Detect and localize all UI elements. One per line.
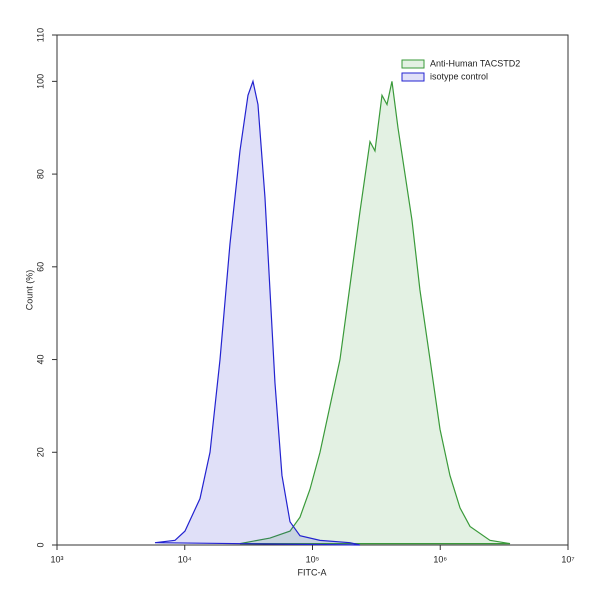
legend-swatch (401, 59, 425, 69)
x-tick-label: 10³ (50, 554, 63, 564)
series-area (154, 79, 361, 546)
y-tick-label: 110 (35, 28, 45, 42)
legend-label: isotype control (430, 71, 488, 81)
series-area (239, 81, 511, 545)
y-tick-label: 80 (35, 169, 45, 179)
x-tick-label: 10⁴ (178, 554, 192, 564)
legend-label: Anti-Human TACSTD2 (430, 58, 520, 68)
y-tick-label: 20 (35, 447, 45, 457)
y-axis-title: Count (%) (24, 270, 34, 311)
x-tick-label: 10⁷ (561, 554, 574, 564)
y-tick-label: 100 (35, 74, 45, 89)
y-tick-label: 0 (35, 542, 45, 547)
y-tick-label: 60 (35, 262, 45, 272)
y-tick-label: 40 (35, 355, 45, 365)
x-tick-label: 10⁵ (306, 554, 320, 564)
x-tick-label: 10⁶ (433, 554, 447, 564)
x-axis-title: FITC-A (298, 567, 327, 577)
plot-frame (56, 34, 569, 546)
legend-swatch (401, 72, 425, 82)
